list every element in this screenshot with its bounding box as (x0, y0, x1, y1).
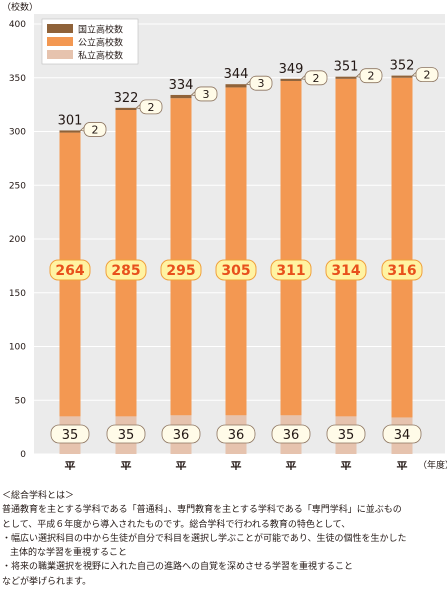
bar-segment (335, 76, 357, 79)
public-label-box (270, 259, 312, 281)
y-tick-label: 0 (20, 450, 26, 460)
private-label-box (216, 424, 256, 444)
note-line: 主体的な学習を重視すること (10, 548, 128, 559)
y-tick-label: 400 (9, 20, 26, 30)
bar-segment (280, 80, 302, 416)
private-label: 36 (283, 428, 300, 443)
note-heading: ＜総合学科とは＞ (2, 491, 75, 501)
y-tick-label: 150 (9, 289, 26, 299)
bar-segment (170, 98, 192, 416)
y-tick-labels: 0 50 100 150 200 250 300 350 400 (9, 20, 26, 460)
note-line: 普通教育を主とする学科である「普通科」、専門教育を主とする学科である「専門学科」… (2, 505, 402, 516)
note-line: ・幅広い選択科目の中から生徒が自分で科目を選択し学ぶことが可能であり、生徒の個性… (2, 533, 407, 544)
bar-segment (391, 75, 413, 78)
bar-segment (115, 107, 137, 110)
public-label: 305 (221, 263, 250, 279)
total-label: 301 (58, 113, 83, 128)
legend-swatch (47, 24, 73, 33)
national-label: 2 (368, 70, 375, 83)
private-label: 36 (173, 428, 190, 443)
national-label-box (83, 122, 107, 137)
private-label-box (271, 424, 311, 444)
y-axis-label: （校数） (2, 1, 38, 13)
legend-label: 公立高校数 (78, 37, 123, 49)
private-label: 35 (338, 428, 355, 443)
public-label: 311 (276, 263, 305, 279)
legend-label: 私立高校数 (78, 50, 123, 62)
y-tick-label: 50 (15, 396, 27, 406)
x-tick-era-1: 平 (65, 460, 76, 470)
public-label: 295 (166, 263, 195, 279)
private-label: 35 (62, 428, 79, 443)
x-tick-era-1: 平 (341, 460, 352, 470)
x-tick-era-1: 平 (286, 460, 297, 470)
y-tick-label: 300 (9, 128, 26, 138)
y-tick-label: 200 (9, 235, 26, 245)
public-label: 285 (111, 263, 140, 279)
national-label: 2 (148, 101, 155, 114)
x-axis-label: （年度） (418, 459, 447, 470)
private-label: 34 (394, 428, 411, 443)
bars (59, 75, 413, 454)
legend-label: 国立高校数 (78, 24, 123, 36)
national-label-box (194, 86, 218, 102)
x-tick-era-1: 平 (231, 460, 242, 470)
y-tick-label: 350 (9, 74, 26, 84)
private-label: 36 (228, 428, 245, 443)
national-label: 2 (424, 69, 431, 82)
legend-swatch (47, 37, 73, 46)
private-label-box (326, 424, 366, 444)
public-label-box (215, 259, 257, 281)
total-label: 349 (279, 62, 304, 77)
legend-swatch (47, 50, 73, 59)
bar-segment (170, 94, 192, 99)
x-tick-labels: 平成18平成19平成20平成21平成22平成23平成24 (65, 460, 408, 470)
y-tick-label: 100 (9, 343, 26, 353)
x-tick-era-1: 平 (176, 460, 187, 470)
national-label-box (304, 70, 328, 86)
private-label-box (106, 424, 146, 444)
bar-segment (280, 78, 302, 81)
private-label: 35 (118, 428, 135, 443)
public-label-box (49, 259, 91, 281)
private-label-box (382, 424, 422, 444)
national-label-box (359, 68, 383, 84)
national-label-box (415, 67, 439, 82)
total-label: 352 (390, 59, 415, 74)
bar-segment (391, 77, 413, 418)
public-label-box (160, 259, 202, 281)
total-label: 351 (334, 60, 359, 75)
x-tick-era-1: 平 (397, 460, 408, 470)
value-labels: 301 2 264 35 322 2 285 35 334 3 295 36 344 3 305 36 349 2… (49, 59, 439, 444)
national-label-box (139, 99, 163, 115)
total-label: 334 (169, 78, 194, 93)
note-line: ・将来の職業選択を視野に入れた自己の進路への自覚を深めさせる学習を重視すること (2, 562, 354, 573)
total-label: 344 (224, 67, 249, 82)
national-label: 3 (258, 77, 265, 90)
sogo-gakka-note: ＜総合学科とは＞ 普通教育を主とする学科である「普通科」、専門教育を主とする学科… (2, 489, 446, 589)
bar-segment (225, 84, 247, 88)
national-label: 3 (203, 88, 210, 101)
y-tick-label: 250 (9, 181, 26, 191)
total-label: 322 (114, 91, 139, 106)
public-label: 316 (387, 263, 416, 279)
note-line: として、平成６年度から導入されたものです。総合学科で行われる教育の特色として、 (2, 519, 351, 530)
public-label: 264 (55, 263, 84, 279)
bar-segment (335, 78, 357, 417)
public-label-box (325, 259, 367, 281)
national-label: 2 (313, 72, 320, 85)
public-label: 314 (331, 263, 360, 279)
national-label: 2 (92, 123, 99, 136)
private-label-box (50, 424, 90, 444)
public-label-box (105, 259, 147, 281)
public-label-box (381, 259, 423, 281)
bar-segment (59, 130, 81, 133)
bar-segment (225, 87, 247, 416)
private-label-box (161, 424, 201, 444)
x-tick-era-1: 平 (121, 460, 132, 470)
national-label-box (249, 75, 273, 91)
note-line: などが挙げられます。 (2, 576, 92, 587)
